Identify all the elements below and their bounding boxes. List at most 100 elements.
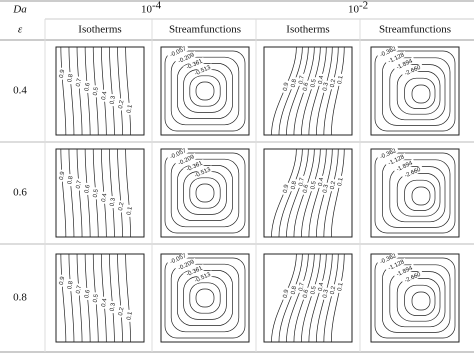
label-bg: [290, 179, 297, 192]
contour-label: 0.1: [337, 75, 344, 85]
isotherm: [117, 148, 123, 238]
panel-frame: [55, 46, 145, 136]
contour-label: 0.6: [84, 184, 91, 194]
label-bg: [310, 179, 317, 192]
label-bg: [118, 200, 125, 213]
contour-label: 0.6: [84, 289, 91, 299]
label-bg: [75, 76, 82, 89]
contour-label: 0.8: [291, 180, 298, 190]
label-bg: [84, 80, 91, 93]
label-bg: [174, 152, 198, 168]
contour-label: 0.5: [310, 78, 317, 88]
label-bg: [183, 159, 206, 174]
isotherm: [301, 253, 321, 343]
epsilon: 0.8: [13, 292, 27, 304]
label-bg: [58, 169, 65, 182]
label-bg: [376, 251, 400, 267]
streamline: [374, 257, 456, 339]
label-bg: [118, 305, 125, 318]
streamline: [382, 57, 451, 126]
label-bg: [317, 73, 324, 86]
contour-label: 0.3: [110, 302, 117, 312]
label-bg: [191, 63, 214, 78]
isotherm: [308, 46, 327, 136]
label-bg: [393, 264, 416, 279]
label-bg: [282, 182, 289, 195]
label-bg: [322, 287, 329, 300]
label-bg: [58, 274, 65, 287]
contour-label: 0.1: [126, 206, 133, 216]
isotherm: [278, 148, 303, 238]
isotherm: [76, 253, 83, 343]
contour-label: 0.4: [101, 91, 108, 101]
panel-frame: [55, 148, 145, 238]
isotherm: [308, 148, 327, 238]
streamline: [404, 179, 436, 211]
contour-label: 0.3: [322, 289, 329, 299]
label-bg: [302, 80, 309, 93]
streamline: [189, 75, 221, 107]
label-bg: [290, 77, 297, 90]
da-exp: -4: [152, 0, 162, 12]
label-bg: [401, 165, 424, 180]
streamline: [404, 284, 436, 316]
contour-label: 0.8: [291, 285, 298, 295]
label-bg: [92, 292, 99, 305]
label-bg: [183, 57, 206, 72]
streamline: [164, 257, 246, 339]
contour-label: 0.1: [126, 104, 133, 114]
panel-frame: [263, 46, 353, 136]
label-bg: [329, 77, 336, 90]
isotherm: [278, 46, 303, 136]
streamline: [411, 291, 431, 311]
contour-label: 0.2: [330, 285, 337, 295]
eps-label: ε: [18, 24, 23, 36]
contour-label: 0.7: [298, 177, 305, 187]
isotherm: [278, 253, 303, 343]
isotherm: [125, 148, 131, 238]
isotherm: [76, 46, 83, 136]
contour-label: 0.6: [303, 289, 310, 299]
label-bg: [337, 175, 344, 188]
streamline: [374, 50, 456, 132]
contour-label: 0.6: [303, 184, 310, 194]
label-bg: [393, 57, 416, 72]
label-bg: [75, 283, 82, 296]
panel-frame: [263, 148, 353, 238]
contour-label: 0.9: [59, 276, 66, 286]
isotherm: [301, 148, 321, 238]
streamline: [404, 77, 436, 109]
label-bg: [109, 94, 116, 107]
contour-label: 0.2: [330, 78, 337, 88]
label-bg: [298, 175, 305, 188]
contour-label: 0.3: [110, 95, 117, 105]
contour-label: 0.3: [110, 197, 117, 207]
label-bg: [322, 182, 329, 195]
da-base: 10: [348, 4, 360, 16]
streamline: [189, 282, 221, 314]
label-bg: [384, 152, 408, 168]
contour-label: 0.4: [318, 282, 325, 292]
streamline: [396, 71, 441, 115]
panel-frame: [55, 253, 145, 343]
label-bg: [282, 80, 289, 93]
label-bg: [126, 309, 133, 322]
streamline: [170, 56, 240, 126]
streamline: [177, 270, 233, 326]
label-bg: [376, 44, 400, 60]
label-bg: [58, 67, 65, 80]
label-bg: [166, 44, 190, 60]
contour-panel: -0.362-1.128-1.894-2.660: [370, 44, 460, 136]
streamline: [195, 183, 215, 203]
contour-panel: -0.057-0.209-0.361-0.513: [160, 146, 250, 238]
label-bg: [298, 73, 305, 86]
label-bg: [337, 280, 344, 293]
contour-panel: -0.057-0.209-0.361-0.513: [160, 44, 250, 136]
panel-frame: [263, 253, 353, 343]
isotherm: [117, 46, 123, 136]
label-bg: [166, 146, 190, 162]
da-base: 10: [141, 4, 153, 16]
label-bg: [75, 178, 82, 191]
panel-frame: [370, 148, 460, 238]
isotherm: [109, 46, 115, 136]
